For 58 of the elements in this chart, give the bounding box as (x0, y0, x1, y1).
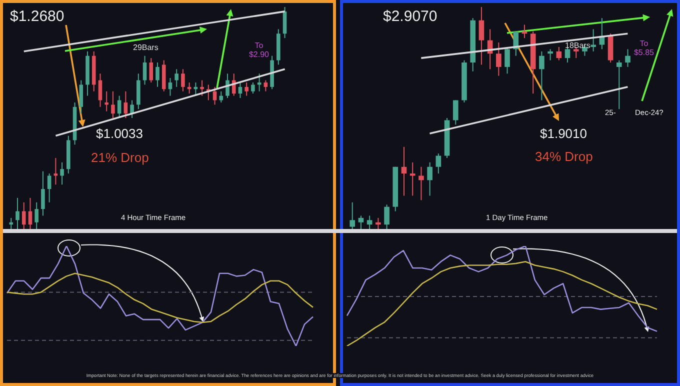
candlestick (149, 58, 154, 83)
candlestick (251, 82, 255, 94)
candlestick (156, 62, 160, 88)
candlestick (226, 73, 230, 99)
candlestick (358, 215, 364, 229)
candlestick (181, 68, 185, 92)
candlestick (616, 60, 622, 110)
candlestick (436, 153, 442, 174)
candlestick (117, 95, 122, 118)
candlestick (590, 28, 596, 52)
candlestick (219, 90, 224, 103)
annotation: $2.9070 (383, 8, 438, 25)
candlestick (130, 100, 134, 118)
candlestick (548, 48, 553, 61)
candlestick (41, 170, 45, 216)
candlestick (418, 166, 424, 201)
annotation: 29Bars (133, 43, 158, 52)
annotation: 34% Drop (535, 149, 593, 164)
candlestick (350, 202, 356, 229)
candlestick (384, 204, 390, 229)
candlestick (238, 82, 242, 99)
candlestick (556, 46, 562, 61)
candlestick (625, 48, 630, 68)
candlestick (376, 217, 381, 229)
candlestick (47, 173, 52, 203)
candlestick (98, 73, 102, 108)
candlestick (111, 90, 115, 118)
candlestick (168, 78, 172, 96)
candlestick (200, 80, 204, 96)
annotation: 21% Drop (91, 150, 149, 165)
annotation: 18Bars (565, 41, 590, 50)
candlestick (427, 162, 432, 196)
candlestick (22, 202, 26, 229)
candlestick (9, 217, 14, 229)
text: To $5.85 (634, 39, 654, 58)
annotation: $1.9010 (540, 126, 587, 141)
candlestick (401, 146, 407, 196)
candlestick (104, 90, 108, 112)
candlestick (366, 215, 372, 229)
annotation: $1.2680 (10, 8, 64, 25)
candlestick (264, 80, 268, 92)
candlestick (60, 162, 64, 186)
candlestick (539, 50, 544, 101)
annotation: $1.0033 (96, 126, 143, 141)
candlestick (410, 162, 416, 196)
candlestick (504, 46, 510, 74)
candlestick (496, 42, 502, 76)
candlestick (124, 90, 128, 118)
candlestick (28, 197, 32, 229)
candlestick (244, 82, 248, 96)
candlestick (79, 80, 84, 114)
candlestick (34, 202, 38, 229)
candlestick (16, 197, 20, 229)
candlestick (174, 68, 178, 88)
candlestick (452, 100, 458, 126)
candlestick (478, 7, 484, 66)
candlestick (142, 55, 147, 86)
annotation: To $2.90 (248, 41, 270, 60)
